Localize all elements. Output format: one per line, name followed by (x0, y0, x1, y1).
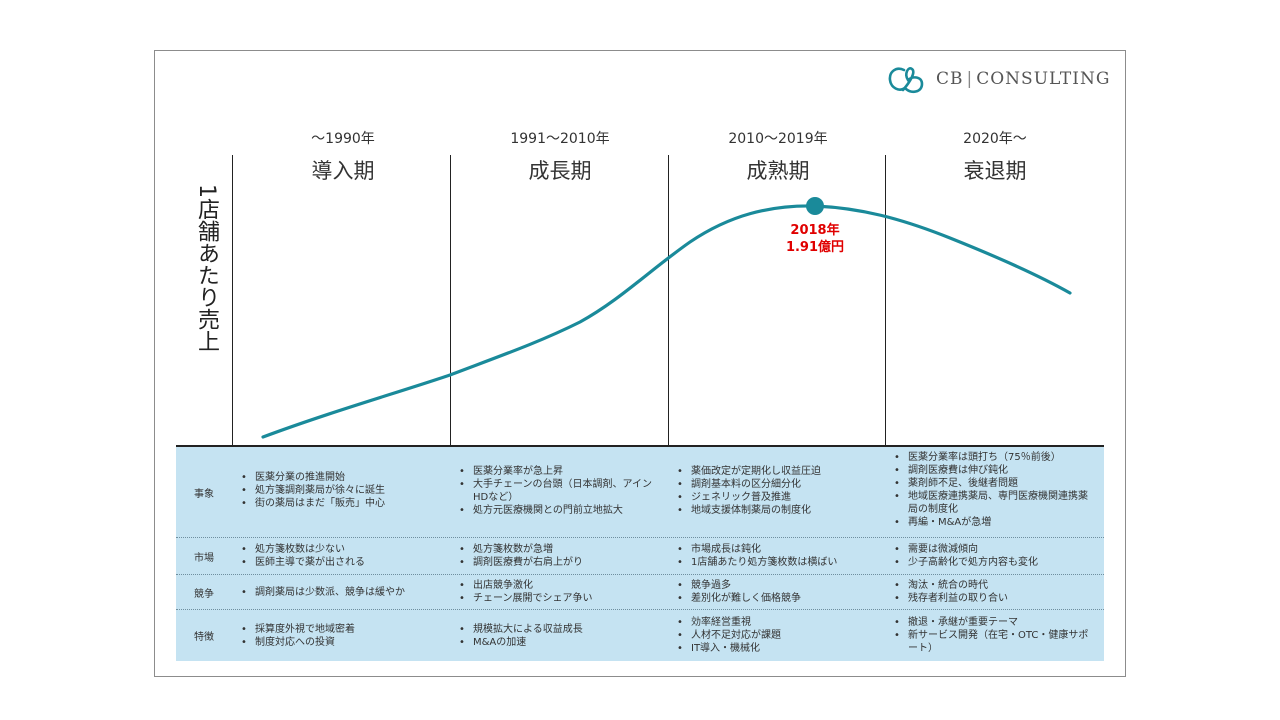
cell-market-intro: 処方箋枚数は少ない 医師主導で薬が出される (239, 543, 444, 569)
list-item: 市場成長は鈍化 (675, 543, 880, 556)
list-item: 少子高齢化で処方内容も変化 (892, 556, 1097, 569)
phase-divider-3 (668, 155, 669, 661)
peak-year: 2018年 (790, 223, 840, 238)
cell-features-intro: 採算度外視で地域密着 制度対応への投資 (239, 623, 444, 649)
cell-events-decline: 医薬分業率は頭打ち（75％前後） 調剤医療費は伸び鈍化 薬剤師不足、後継者問題 … (892, 451, 1097, 529)
cell-features-mature: 効率経営重視 人材不足対応が課題 IT導入・機械化 (675, 616, 880, 655)
phase-name-mature: 成熟期 (746, 159, 810, 183)
list-item: チェーン展開でシェア争い (457, 592, 662, 605)
cb-logo-icon (888, 67, 924, 94)
brand-name-left: CB (936, 69, 964, 89)
brand-name-right: CONSULTING (976, 69, 1111, 89)
lifecycle-curve (261, 204, 1072, 439)
cell-events-mature: 薬価改定が定期化し収益圧迫 調剤基本料の区分細分化 ジェネリック普及推進 地域支… (675, 465, 880, 517)
list-item: 処方箋枚数は少ない (239, 543, 444, 556)
phase-years-intro: ～1990年 (311, 131, 375, 147)
list-item: 新サービス開発（在宅・OTC・健康サポート） (892, 629, 1097, 655)
brand-logo: CB | CONSULTING (886, 64, 1109, 98)
list-item: 処方箋調剤薬局が徐々に誕生 (239, 484, 444, 497)
list-item: 医薬分業率が急上昇 (457, 465, 662, 478)
row-label-events: 事象 (194, 489, 214, 500)
list-item: 撤退・承継が重要テーマ (892, 616, 1097, 629)
cell-events-growth: 医薬分業率が急上昇 大手チェーンの台頭（日本調剤、アインHDなど） 処方元医療機… (457, 465, 662, 517)
list-item: 差別化が難しく価格競争 (675, 592, 880, 605)
peak-marker (806, 197, 824, 215)
row-separator-1 (176, 537, 1104, 538)
list-item: 医薬分業の推進開始 (239, 471, 444, 484)
list-item: 需要は微減傾向 (892, 543, 1097, 556)
list-item: 大手チェーンの台頭（日本調剤、アインHDなど） (457, 478, 662, 504)
phase-name-intro: 導入期 (311, 159, 375, 183)
list-item: IT導入・機械化 (675, 642, 880, 655)
phase-years-decline: 2020年～ (963, 131, 1027, 147)
list-item: 調剤基本料の区分細分化 (675, 478, 880, 491)
phase-divider-4 (885, 155, 886, 661)
cell-competition-decline: 淘汰・統合の時代 残存者利益の取り合い (892, 579, 1097, 605)
cell-market-growth: 処方箋枚数が急増 調剤医療費が右肩上がり (457, 543, 662, 569)
cell-features-growth: 規模拡大による収益成長 M&Aの加速 (457, 623, 662, 649)
list-item: 規模拡大による収益成長 (457, 623, 662, 636)
list-item: 医薬分業率は頭打ち（75％前後） (892, 451, 1097, 464)
list-item: 医師主導で薬が出される (239, 556, 444, 569)
phase-name-growth: 成長期 (528, 159, 592, 183)
table-top-rule (176, 445, 1104, 447)
cell-market-mature: 市場成長は鈍化 1店舗あたり処方箋枚数は横ばい (675, 543, 880, 569)
cell-competition-intro: 調剤薬局は少数派、競争は緩やか (239, 586, 444, 599)
list-item: 残存者利益の取り合い (892, 592, 1097, 605)
list-item: 競争過多 (675, 579, 880, 592)
cell-features-decline: 撤退・承継が重要テーマ 新サービス開発（在宅・OTC・健康サポート） (892, 616, 1097, 655)
list-item: 制度対応への投資 (239, 636, 444, 649)
list-item: 出店競争激化 (457, 579, 662, 592)
list-item: 1店舗あたり処方箋枚数は横ばい (675, 556, 880, 569)
cell-events-intro: 医薬分業の推進開始 処方箋調剤薬局が徐々に誕生 街の薬局はまだ「販売」中心 (239, 471, 444, 510)
phase-years-mature: 2010～2019年 (728, 131, 828, 147)
list-item: 調剤医療費が右肩上がり (457, 556, 662, 569)
list-item: 調剤薬局は少数派、競争は緩やか (239, 586, 444, 599)
list-item: 地域医療連携薬局、専門医療機関連携薬局の制度化 (892, 490, 1097, 516)
row-separator-3 (176, 609, 1104, 610)
list-item: 処方元医療機関との門前立地拡大 (457, 504, 662, 517)
list-item: 調剤医療費は伸び鈍化 (892, 464, 1097, 477)
cell-market-decline: 需要は微減傾向 少子高齢化で処方内容も変化 (892, 543, 1097, 569)
y-axis-label: 1店舗あたり売上 (194, 184, 219, 352)
list-item: 効率経営重視 (675, 616, 880, 629)
phase-divider-1 (232, 155, 233, 661)
list-item: 淘汰・統合の時代 (892, 579, 1097, 592)
list-item: 街の薬局はまだ「販売」中心 (239, 497, 444, 510)
list-item: ジェネリック普及推進 (675, 491, 880, 504)
row-separator-2 (176, 574, 1104, 575)
list-item: 薬剤師不足、後継者問題 (892, 477, 1097, 490)
list-item: 人材不足対応が課題 (675, 629, 880, 642)
phase-name-decline: 衰退期 (963, 159, 1027, 183)
phase-divider-2 (450, 155, 451, 661)
row-label-market: 市場 (194, 553, 214, 564)
list-item: 薬価改定が定期化し収益圧迫 (675, 465, 880, 478)
peak-value: 1.91億円 (785, 240, 845, 255)
cell-competition-growth: 出店競争激化 チェーン展開でシェア争い (457, 579, 662, 605)
row-label-competition: 競争 (194, 589, 214, 600)
list-item: 処方箋枚数が急増 (457, 543, 662, 556)
cell-competition-mature: 競争過多 差別化が難しく価格競争 (675, 579, 880, 605)
list-item: 地域支援体制薬局の制度化 (675, 504, 880, 517)
row-label-features: 特徴 (194, 632, 214, 643)
list-item: 再編・M&Aが急増 (892, 516, 1097, 529)
phase-years-growth: 1991～2010年 (510, 131, 610, 147)
list-item: 採算度外視で地域密着 (239, 623, 444, 636)
list-item: M&Aの加速 (457, 636, 662, 649)
